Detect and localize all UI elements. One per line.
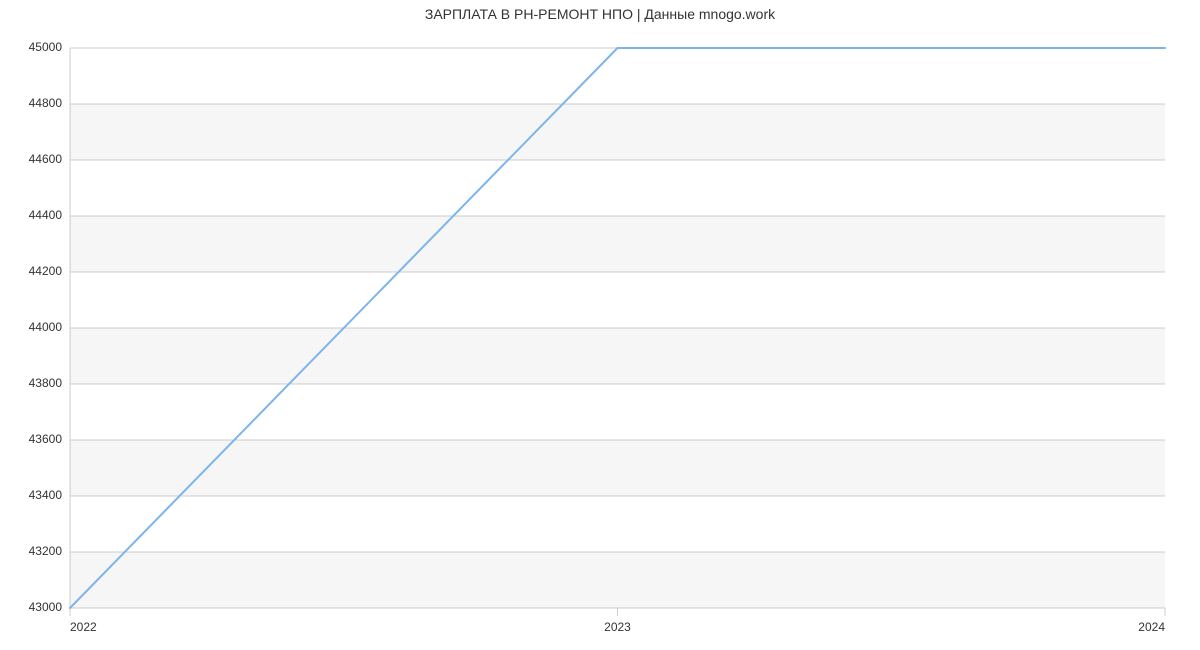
y-tick-label: 44200 [0, 264, 62, 278]
y-tick-label: 44800 [0, 96, 62, 110]
salary-line-chart: ЗАРПЛАТА В РН-РЕМОНТ НПО | Данные mnogo.… [0, 0, 1200, 650]
x-tick-label: 2024 [1105, 620, 1165, 634]
y-tick-label: 44400 [0, 208, 62, 222]
chart-plot-area [0, 0, 1200, 650]
x-tick-label: 2023 [588, 620, 648, 634]
y-tick-label: 43000 [0, 600, 62, 614]
y-tick-label: 44000 [0, 320, 62, 334]
y-tick-label: 43600 [0, 432, 62, 446]
y-tick-label: 45000 [0, 40, 62, 54]
y-tick-label: 43800 [0, 376, 62, 390]
x-tick-label: 2022 [70, 620, 130, 634]
y-tick-label: 44600 [0, 152, 62, 166]
y-tick-label: 43200 [0, 544, 62, 558]
y-tick-label: 43400 [0, 488, 62, 502]
